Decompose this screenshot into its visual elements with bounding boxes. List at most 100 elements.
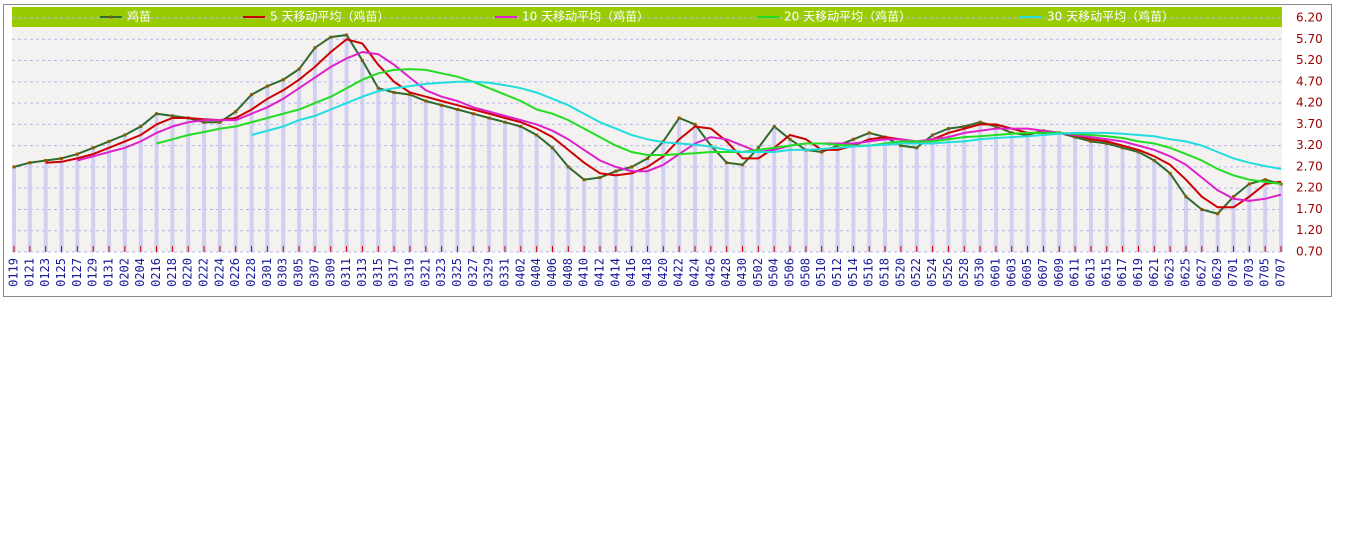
price-bar <box>566 166 571 252</box>
price-bar <box>1279 183 1283 252</box>
price-bar <box>407 94 412 252</box>
point-marker <box>1231 195 1235 199</box>
point-marker <box>756 146 760 150</box>
y-tick-label: 3.20 <box>1296 138 1323 152</box>
price-bar <box>170 115 175 252</box>
point-marker <box>1105 142 1109 146</box>
price-bar <box>708 145 713 252</box>
price-bar <box>1088 141 1093 252</box>
point-marker <box>360 59 364 63</box>
point-marker <box>1026 133 1030 137</box>
price-bar <box>883 137 888 252</box>
price-bar <box>788 139 793 252</box>
x-tick-label: 0422 <box>672 258 686 287</box>
point-marker <box>1279 182 1283 186</box>
x-tick-label: 0202 <box>117 258 131 287</box>
x-tick-label: 0512 <box>830 258 844 287</box>
x-tick-label: 0303 <box>276 258 290 287</box>
x-tick-label: 0317 <box>387 258 401 287</box>
x-tick-label: 0605 <box>1020 258 1034 287</box>
point-marker <box>614 169 618 173</box>
point-marker <box>1200 207 1204 211</box>
price-bar <box>645 158 650 252</box>
x-tick-label: 0119 <box>7 258 21 287</box>
price-bar <box>455 109 460 253</box>
x-tick-label: 0311 <box>339 258 353 287</box>
price-bar <box>772 126 777 252</box>
x-tick-label: 0315 <box>371 258 385 287</box>
price-bar <box>423 100 428 252</box>
price-bar <box>534 135 539 252</box>
price-bar <box>217 122 222 253</box>
point-marker <box>851 137 855 141</box>
point-marker <box>962 124 966 128</box>
price-bar <box>43 160 48 252</box>
point-marker <box>313 46 317 50</box>
x-tick-label: 0426 <box>703 258 717 287</box>
price-bar <box>281 79 286 252</box>
x-tick-label: 0301 <box>260 258 274 287</box>
point-marker <box>931 133 935 137</box>
price-bar <box>328 37 333 253</box>
point-marker <box>250 93 254 97</box>
x-tick-label: 0623 <box>1163 258 1177 287</box>
point-marker <box>1089 139 1093 143</box>
price-bar <box>1104 143 1109 252</box>
price-bar <box>1041 130 1046 252</box>
point-marker <box>741 163 745 167</box>
point-marker <box>772 124 776 128</box>
x-tick-label: 0406 <box>545 258 559 287</box>
price-bar <box>122 135 127 252</box>
point-marker <box>994 124 998 128</box>
y-tick-label: 0.70 <box>1296 245 1323 259</box>
x-tick-label: 0305 <box>292 258 306 287</box>
x-tick-label: 0424 <box>688 258 702 287</box>
point-marker <box>1168 171 1172 175</box>
legend-marker <box>109 15 113 19</box>
price-bar <box>693 124 698 252</box>
price-bar <box>597 177 602 252</box>
point-marker <box>265 84 269 88</box>
x-tick-label: 0331 <box>497 258 511 287</box>
price-bar <box>233 111 238 252</box>
point-marker <box>646 156 649 160</box>
price-bar <box>12 166 16 252</box>
price-bar <box>154 113 159 253</box>
x-tick-label: 0410 <box>577 258 591 287</box>
price-bar <box>186 117 191 253</box>
x-tick-label: 0226 <box>228 258 242 287</box>
point-marker <box>725 161 729 165</box>
x-tick-label: 0313 <box>355 258 369 287</box>
x-tick-label: 0319 <box>402 258 416 287</box>
point-marker <box>202 120 206 124</box>
point-marker <box>566 165 570 169</box>
x-tick-label: 0629 <box>1210 258 1224 287</box>
series-line <box>251 80 1282 170</box>
x-tick-label: 0224 <box>212 258 226 287</box>
x-tick-label: 0402 <box>513 258 527 287</box>
point-marker <box>75 152 79 156</box>
price-bar <box>1183 196 1188 252</box>
point-marker <box>424 99 428 103</box>
price-bar <box>756 147 761 252</box>
price-bar <box>1025 135 1030 252</box>
series-line <box>156 68 1282 185</box>
x-tick-label: 0701 <box>1226 258 1240 287</box>
price-bar <box>202 122 207 253</box>
point-marker <box>234 110 238 114</box>
price-bar <box>898 145 903 252</box>
point-marker <box>1121 146 1125 150</box>
price-bar <box>59 158 64 252</box>
point-marker <box>915 146 919 150</box>
x-tick-label: 0504 <box>767 258 781 287</box>
x-tick-label: 0518 <box>878 258 892 287</box>
point-marker <box>345 33 349 37</box>
price-bar <box>518 126 523 252</box>
price-bar <box>677 117 682 253</box>
price-bar <box>439 105 444 252</box>
x-tick-label: 0607 <box>1036 258 1050 287</box>
x-tick-label: 0220 <box>181 258 195 287</box>
price-bar <box>1247 183 1252 252</box>
price-bar <box>502 122 507 253</box>
price-bar <box>297 69 302 253</box>
